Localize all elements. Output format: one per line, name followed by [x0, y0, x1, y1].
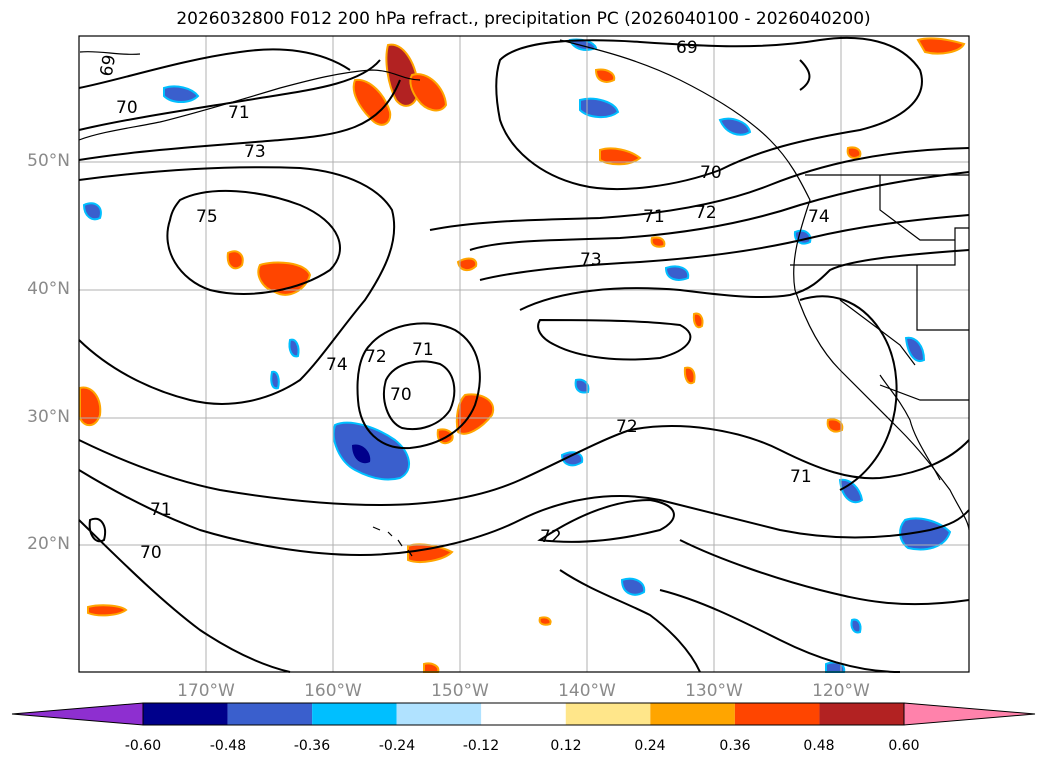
colorbar-extend-low — [11, 702, 144, 726]
colorbar-tick-label: -0.12 — [462, 738, 500, 754]
contour-label: 72 — [540, 527, 562, 547]
contour-label: 70 — [390, 385, 412, 405]
colorbar-tick-label: 0.60 — [888, 738, 920, 754]
colorbar — [11, 702, 1036, 726]
contour-label: 75 — [196, 207, 218, 227]
colorbar-box — [396, 703, 482, 725]
contour-label: 71 — [790, 467, 812, 487]
contour-label: 74 — [808, 207, 830, 227]
colorbar-box — [819, 703, 904, 725]
map-title: 2026032800 F012 200 hPa refract., precip… — [176, 9, 871, 29]
colorbar-tick-label: 0.24 — [634, 738, 666, 754]
contour-label: 70 — [700, 163, 722, 183]
contour-labels: 69 70 71 73 75 74 72 70 71 72 73 71 70 7… — [97, 38, 830, 563]
colorbar-tick-label: 0.12 — [550, 738, 582, 754]
colorbar-extend-high — [903, 702, 1036, 726]
lon-label: 130°W — [685, 681, 743, 701]
colorbar-box — [143, 703, 228, 725]
map-frame — [78, 35, 970, 673]
graticule — [79, 36, 969, 672]
colorbar-box — [481, 703, 566, 725]
contour-label: 72 — [365, 347, 387, 367]
contour-label: 70 — [116, 98, 138, 118]
colorbar-box — [312, 703, 397, 725]
colorbar-tick-label: -0.36 — [293, 738, 331, 754]
lon-label: 170°W — [177, 681, 235, 701]
map-background — [79, 36, 969, 672]
lat-label: 30°N — [27, 407, 70, 427]
colorbar-boxes — [143, 703, 904, 725]
contours — [78, 36, 970, 673]
contour-label: 73 — [580, 250, 602, 270]
contour-label: 70 — [140, 543, 162, 563]
contour-label: 74 — [326, 355, 348, 375]
lon-label: 140°W — [558, 681, 616, 701]
contour-label: 69 — [97, 53, 120, 78]
colorbar-box — [734, 703, 820, 725]
contour-label: 71 — [150, 500, 172, 520]
lon-label: 120°W — [812, 681, 870, 701]
contour-label: 72 — [616, 417, 638, 437]
lon-label: 160°W — [304, 681, 362, 701]
contour-label: 71 — [228, 103, 250, 123]
lat-label: 40°N — [27, 279, 70, 299]
colorbar-tick-label: 0.48 — [803, 738, 835, 754]
colorbar-box — [650, 703, 735, 725]
contour-label: 69 — [676, 38, 698, 58]
lon-label: 150°W — [431, 681, 489, 701]
lat-label: 20°N — [27, 534, 70, 554]
colorbar-outline — [142, 702, 905, 726]
contour-label: 72 — [695, 203, 717, 223]
contour-label: 71 — [643, 207, 665, 227]
colorbar-tick-label: 0.36 — [719, 738, 751, 754]
colorbar-tick-label: -0.24 — [378, 738, 416, 754]
colorbar-tick-label: -0.48 — [209, 738, 247, 754]
lat-label: 50°N — [27, 151, 70, 171]
colorbar-tick-label: -0.60 — [124, 738, 162, 754]
colorbar-box — [565, 703, 651, 725]
precip-positive — [79, 37, 966, 673]
contour-label: 73 — [244, 142, 266, 162]
contour-label: 71 — [412, 340, 434, 360]
coastlines — [78, 39, 970, 557]
colorbar-box — [227, 703, 313, 725]
